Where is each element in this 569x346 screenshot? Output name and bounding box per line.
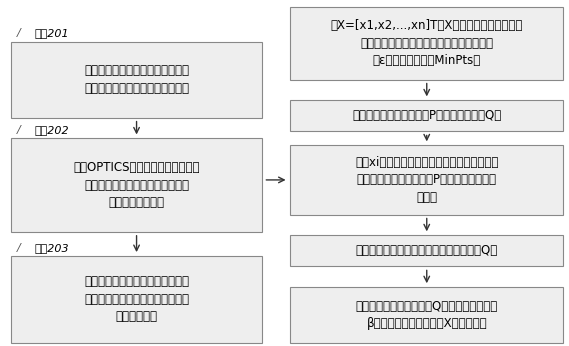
Text: 输出带有核心距离和可达距离的数据序列Q；: 输出带有核心距离和可达距离的数据序列Q； <box>356 244 498 257</box>
Text: 步骤203: 步骤203 <box>34 243 69 253</box>
FancyBboxPatch shape <box>290 235 563 266</box>
FancyBboxPatch shape <box>290 287 563 343</box>
FancyBboxPatch shape <box>290 100 563 131</box>
Text: 根据得到的数据输出序列Q，设置合适的半径
β，将历史运行数据向量X聚为三类。: 根据得到的数据输出序列Q，设置合适的半径 β，将历史运行数据向量X聚为三类。 <box>356 300 498 330</box>
Text: 步骤201: 步骤201 <box>34 28 69 38</box>
FancyBboxPatch shape <box>11 256 262 343</box>
Text: /: / <box>17 243 21 253</box>
FancyBboxPatch shape <box>11 42 262 118</box>
FancyBboxPatch shape <box>11 138 262 232</box>
Text: 以供电煤耗率最小为目标，选取各
工况下聚类簇作为机组背压异常检
测的决策样本: 以供电煤耗率最小为目标，选取各 工况下聚类簇作为机组背压异常检 测的决策样本 <box>84 275 189 323</box>
Text: 根据环境温度、迎面风速及机组负
荷，对历史运行数据进行工况划分: 根据环境温度、迎面风速及机组负 荷，对历史运行数据进行工况划分 <box>84 64 189 95</box>
Text: 步骤202: 步骤202 <box>34 125 69 135</box>
Text: /: / <box>17 125 21 135</box>
Text: 设X=[x1,x2,...,xn]T，X是影响机组背压的关键
特征变量的历史运行数据向量，设置领域半
径ε和最少点数阈值MinPts；: 设X=[x1,x2,...,xn]T，X是影响机组背压的关键 特征变量的历史运行… <box>331 19 523 67</box>
Text: /: / <box>17 28 21 38</box>
Text: 基于OPTICS聚类算法，对影响机组
背压的关键特征变量的历史数据进
行多指标同步聚类: 基于OPTICS聚类算法，对影响机组 背压的关键特征变量的历史数据进 行多指标同… <box>73 161 200 209</box>
Text: 创建核心对象的有序集合P和数据输出序列Q；: 创建核心对象的有序集合P和数据输出序列Q； <box>352 109 501 122</box>
FancyBboxPatch shape <box>290 7 563 80</box>
FancyBboxPatch shape <box>290 145 563 215</box>
Text: 判断xi是否核心对象，并计算其邻域点的可达
距离和核心距离，将集合P按可达距离的升序
排列；: 判断xi是否核心对象，并计算其邻域点的可达 距离和核心距离，将集合P按可达距离的… <box>355 156 498 204</box>
